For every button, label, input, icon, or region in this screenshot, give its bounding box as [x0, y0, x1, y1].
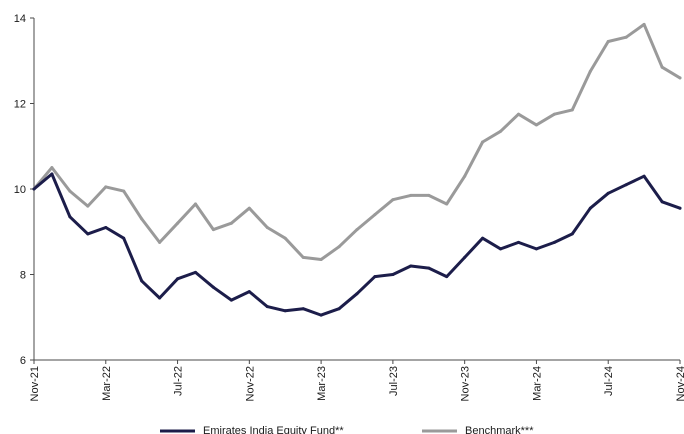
data-point-fund — [499, 247, 503, 251]
data-point-fund — [427, 266, 431, 270]
y-tick-label: 14 — [14, 13, 26, 25]
data-point-fund — [122, 236, 126, 240]
x-tick-label: Jul-23 — [388, 366, 400, 396]
data-point-benchmark — [283, 236, 287, 240]
x-tick-label: Nov-24 — [675, 366, 684, 401]
series-lines — [32, 22, 682, 317]
data-point-benchmark — [176, 221, 180, 225]
data-point-fund — [140, 279, 144, 283]
data-point-benchmark — [445, 202, 449, 206]
data-point-fund — [391, 273, 395, 276]
data-point-benchmark — [606, 40, 610, 43]
data-point-benchmark — [355, 228, 359, 232]
y-tick-label: 10 — [14, 184, 26, 196]
data-point-fund — [265, 305, 269, 309]
data-point-benchmark — [319, 258, 323, 261]
data-point-fund — [86, 232, 90, 236]
data-point-benchmark — [463, 174, 467, 178]
data-point-fund — [50, 172, 54, 176]
data-point-fund — [194, 270, 197, 274]
data-point-fund — [517, 240, 520, 244]
data-point-fund — [337, 307, 341, 311]
data-point-benchmark — [481, 140, 485, 144]
chart-axes — [33, 18, 680, 361]
data-point-fund — [158, 296, 162, 300]
data-point-fund — [283, 309, 287, 313]
data-point-benchmark — [552, 112, 556, 116]
data-point-benchmark — [678, 76, 682, 80]
data-point-fund — [68, 215, 72, 219]
data-point-benchmark — [158, 240, 162, 244]
data-point-benchmark — [624, 35, 628, 39]
data-point-benchmark — [104, 185, 108, 189]
data-point-fund — [229, 298, 233, 302]
data-point-fund — [176, 277, 180, 281]
data-point-fund — [247, 290, 251, 294]
data-point-fund — [642, 174, 646, 178]
data-point-benchmark — [229, 221, 233, 225]
data-point-fund — [552, 240, 556, 244]
data-point-fund — [678, 206, 682, 210]
chart-legend: Emirates India Equity Fund** Benchmark**… — [160, 425, 534, 434]
x-axis-ticks: Nov-21 Mar-22 Jul-22 Nov-22 Mar-23 Jul-23 Nov-… — [29, 360, 684, 401]
data-point-fund — [606, 191, 610, 195]
x-tick-label: Nov-21 — [29, 366, 41, 401]
x-tick-label: Jul-22 — [173, 366, 185, 396]
y-tick-label: 6 — [20, 355, 26, 367]
data-point-benchmark — [391, 198, 395, 202]
data-point-benchmark — [122, 189, 126, 193]
data-point-benchmark — [588, 69, 592, 73]
x-tick-label: Nov-22 — [244, 366, 256, 401]
y-tick-label: 8 — [20, 270, 26, 282]
y-tick-label: 12 — [14, 99, 26, 111]
x-tick-label: Mar-24 — [531, 366, 543, 401]
data-point-benchmark — [409, 193, 413, 197]
data-point-fund — [409, 264, 413, 268]
data-point-fund — [319, 313, 323, 317]
data-point-fund — [373, 275, 377, 279]
data-point-benchmark — [194, 202, 197, 206]
data-point-fund — [624, 183, 628, 187]
x-tick-label: Mar-23 — [316, 366, 328, 401]
series-line-benchmark — [32, 22, 682, 261]
data-point-benchmark — [373, 213, 377, 217]
x-tick-label: Jul-24 — [603, 366, 615, 396]
data-point-fund — [445, 275, 449, 279]
data-point-benchmark — [427, 193, 431, 197]
data-point-benchmark — [517, 112, 520, 116]
data-point-benchmark — [660, 65, 664, 69]
legend-label-fund: Emirates India Equity Fund** — [203, 425, 344, 434]
data-point-benchmark — [86, 204, 90, 208]
data-point-benchmark — [534, 123, 538, 127]
data-point-fund — [211, 285, 215, 289]
data-point-fund — [481, 236, 485, 240]
x-tick-label: Nov-23 — [460, 366, 472, 401]
data-point-fund — [660, 200, 664, 204]
data-point-fund — [301, 307, 305, 311]
data-point-benchmark — [301, 255, 305, 259]
data-point-benchmark — [265, 226, 269, 229]
data-point-benchmark — [499, 129, 503, 133]
data-point-fund — [588, 206, 592, 210]
data-point-fund — [104, 226, 108, 229]
x-tick-label: Mar-22 — [101, 366, 113, 401]
data-point-benchmark — [50, 166, 54, 170]
data-point-fund — [355, 292, 359, 296]
data-point-fund — [32, 187, 36, 191]
data-point-fund — [534, 247, 538, 251]
data-point-benchmark — [140, 217, 144, 221]
data-point-fund — [570, 232, 574, 236]
data-point-benchmark — [247, 206, 251, 210]
data-point-benchmark — [570, 108, 574, 112]
data-point-benchmark — [211, 228, 215, 232]
legend-label-benchmark: Benchmark*** — [465, 425, 534, 434]
data-point-benchmark — [642, 22, 646, 26]
data-point-fund — [463, 255, 467, 259]
y-axis-ticks: 6 8 10 12 14 — [14, 13, 34, 367]
data-point-benchmark — [337, 245, 341, 249]
data-point-benchmark — [68, 189, 72, 193]
